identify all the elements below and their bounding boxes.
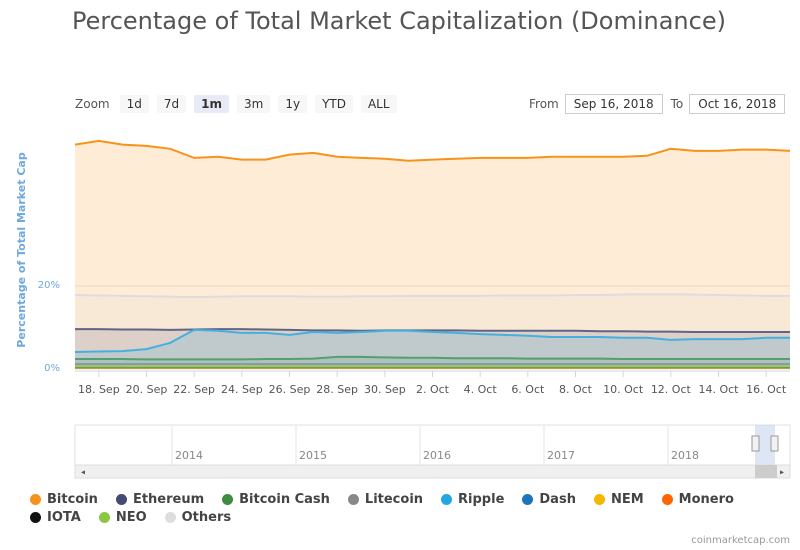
line	[74, 139, 791, 162]
area	[75, 329, 790, 369]
zoom-button[interactable]: YTD	[315, 95, 353, 113]
legend: Bitcoin Ethereum Bitcoin Cash Litecoin Rippl…	[30, 492, 790, 525]
x-tick-label: 8. Oct	[559, 383, 593, 396]
chart-title: Percentage of Total Market Capitalizatio…	[72, 7, 726, 35]
legend-marker	[222, 494, 234, 505]
navigator-mask[interactable]	[755, 425, 775, 465]
x-tick-label: 12. Oct	[651, 383, 692, 396]
legend-item[interactable]: Others	[164, 510, 232, 525]
legend-item[interactable]: NEO	[98, 510, 147, 525]
x-tick-label: 26. Sep	[269, 383, 311, 396]
legend-item[interactable]: Ethereum	[115, 492, 205, 507]
x-tick-label: 20. Sep	[126, 383, 168, 396]
legend-label: Others	[181, 510, 232, 525]
legend-marker	[347, 494, 359, 505]
x-tick-label: 30. Sep	[364, 383, 406, 396]
scroll-left[interactable]: ◂	[81, 468, 85, 477]
legend-marker	[30, 494, 41, 505]
zoom-button[interactable]: ALL	[360, 95, 397, 113]
area	[75, 294, 790, 369]
navigator-year: 2016	[423, 449, 451, 462]
legend-marker	[115, 494, 127, 505]
scrollbar-thumb[interactable]	[755, 465, 777, 478]
legend-item[interactable]: Ripple	[441, 492, 504, 507]
credit: coinmarketcap.com	[691, 535, 790, 546]
legend-marker	[441, 494, 453, 505]
x-tick-label: 10. Oct	[603, 383, 644, 396]
scrollbar[interactable]	[74, 464, 791, 479]
navigator-handle[interactable]	[751, 435, 760, 452]
navigator-year: 2018	[671, 449, 699, 462]
legend-item[interactable]: Bitcoin	[30, 492, 98, 507]
to-input[interactable]: Oct 16, 2018	[689, 94, 786, 114]
navigator-handle[interactable]	[770, 435, 779, 452]
legend-label: Dash	[539, 492, 576, 507]
to-label: To	[670, 97, 684, 111]
legend-label: NEO	[115, 510, 147, 525]
x-tick-label: 6. Oct	[511, 383, 545, 396]
legend-item[interactable]: Litecoin	[347, 492, 424, 507]
y-tick-label: 20%	[38, 280, 60, 291]
zoom-label: Zoom	[75, 97, 110, 111]
zoom-button[interactable]: 1d	[119, 95, 149, 113]
range-selector: Zoom 1d 7d 1m 3m 1y YTD ALL	[75, 95, 405, 113]
legend-marker	[30, 512, 41, 523]
x-tick-label: 14. Oct	[698, 383, 739, 396]
line	[74, 328, 790, 353]
y-axis-title: Percentage of Total Market Cap	[15, 152, 28, 348]
from-label: From	[529, 97, 559, 111]
legend-label: Monero	[678, 492, 734, 507]
legend-marker	[164, 512, 176, 523]
scroll-right[interactable]: ▸	[780, 468, 784, 477]
legend-label: IOTA	[47, 510, 81, 525]
x-tick-label: 18. Sep	[78, 383, 120, 396]
date-range: From Sep 16, 2018 To Oct 16, 2018	[529, 94, 793, 114]
area	[75, 140, 790, 369]
navigator-year: 2017	[547, 449, 575, 462]
legend-marker	[522, 494, 534, 505]
legend-item[interactable]: Monero	[661, 492, 734, 507]
legend-marker	[593, 494, 605, 505]
legend-label: NEM	[610, 492, 644, 507]
line	[75, 355, 790, 361]
x-tick-label: 22. Sep	[173, 383, 215, 396]
x-tick-label: 4. Oct	[464, 383, 498, 396]
legend-label: Ripple	[458, 492, 505, 507]
zoom-button[interactable]: 7d	[156, 95, 187, 113]
line	[74, 293, 790, 299]
legend-label: Bitcoin	[47, 492, 98, 507]
legend-label: Ethereum	[132, 492, 205, 507]
navigator-year: 2014	[175, 449, 203, 462]
zoom-button[interactable]: 1y	[278, 95, 308, 113]
legend-item[interactable]: NEM	[593, 492, 644, 507]
legend-item[interactable]: IOTA	[30, 510, 81, 525]
legend-label: Bitcoin Cash	[239, 492, 330, 507]
x-tick-label: 24. Sep	[221, 383, 263, 396]
zoom-button[interactable]: 1m	[194, 95, 229, 113]
legend-label: Litecoin	[364, 492, 424, 507]
x-tick-label: 2. Oct	[416, 383, 450, 396]
x-tick-label: 16. Oct	[746, 383, 787, 396]
from-input[interactable]: Sep 16, 2018	[564, 94, 663, 114]
navigator-year: 2015	[299, 449, 327, 462]
zoom-button[interactable]: 3m	[236, 95, 271, 113]
y-tick-label: 0%	[44, 363, 60, 374]
legend-item[interactable]: Dash	[522, 492, 576, 507]
legend-marker	[661, 494, 673, 505]
legend-item[interactable]: Bitcoin Cash	[222, 492, 330, 507]
legend-marker	[98, 512, 110, 523]
x-tick-label: 28. Sep	[316, 383, 358, 396]
